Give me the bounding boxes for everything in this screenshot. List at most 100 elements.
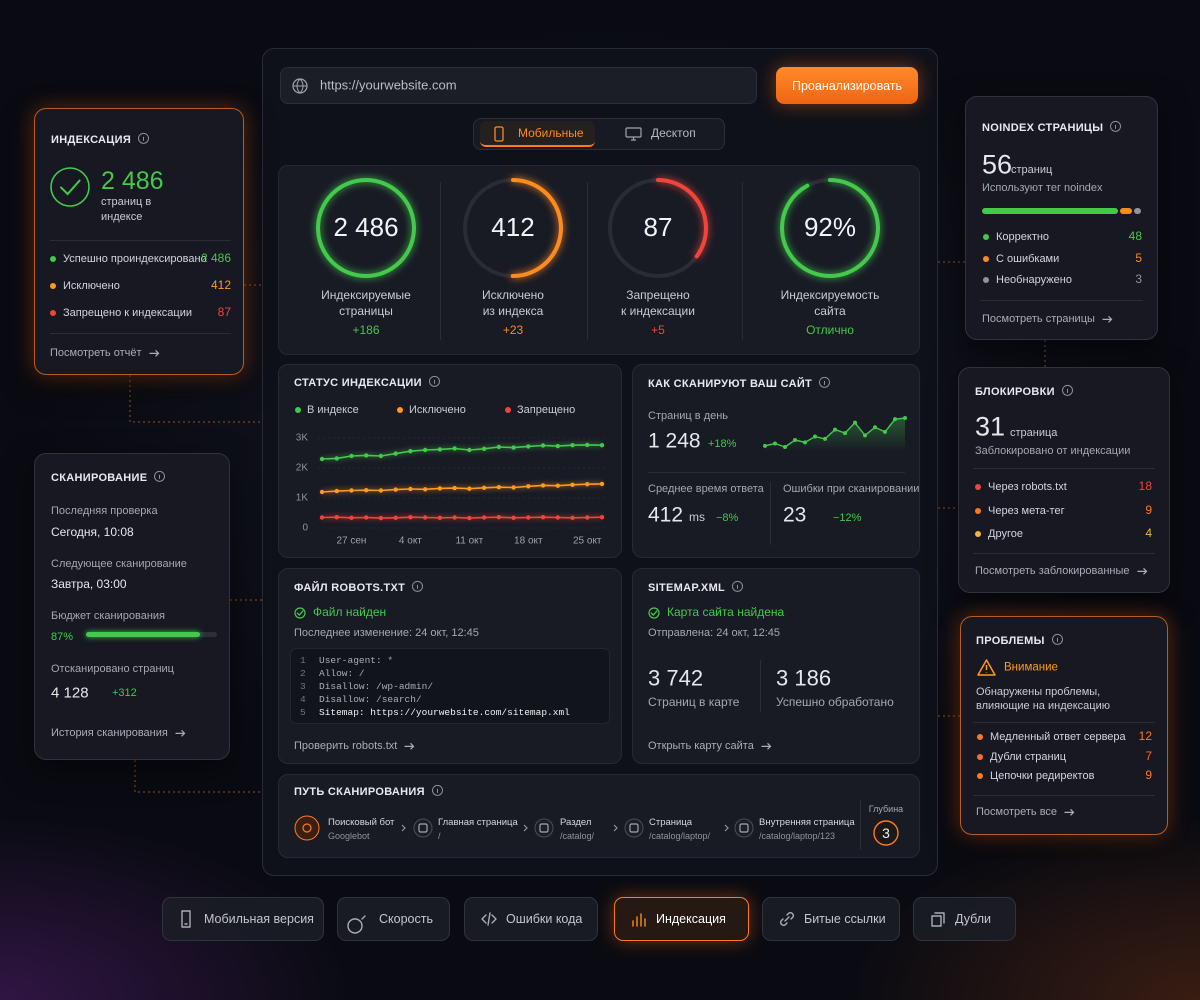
nav-label[interactable]: Мобильная версия [204,911,314,926]
nav-label[interactable]: Скорость [379,911,433,926]
step-icon [294,815,320,841]
analyze-button-text[interactable]: Проанализировать [791,78,903,93]
title-text: ФАЙЛ ROBOTS.TXT [294,581,406,594]
divider [587,182,588,340]
link-text: Посмотреть страницы [982,312,1095,325]
series-point [378,515,384,521]
arrow [1137,567,1147,575]
nav-label[interactable]: Индексация [656,911,726,926]
nav-glyph [632,913,646,927]
series-point [452,515,457,520]
step-glyph [418,823,428,833]
scan-card [34,453,230,760]
step-glyph [302,823,312,833]
info-icon [412,580,424,592]
step-circle [734,818,754,838]
link[interactable]: Проверить robots.txt [294,739,415,753]
step-title: Поисковый бот [328,816,395,828]
sparkline-point [793,438,797,443]
panel-title: NOINDEX СТРАНИЦЫ [982,120,1122,135]
nav-label[interactable]: Дубли [955,911,992,926]
card-unit: страница [1010,426,1058,439]
nav-label[interactable]: Ошибки кода [506,911,583,926]
device-tab[interactable]: Десктоп [651,126,696,141]
check-icon [50,167,90,207]
divider [50,333,231,334]
nav-label[interactable]: Битые ссылки [804,911,886,926]
stat-unit: ms [689,510,705,525]
divider [860,800,861,850]
series-point [408,449,413,454]
series-point [570,515,575,520]
stat-label: Ошибки при сканировании [783,482,920,495]
divider [980,300,1143,301]
step-icon [534,818,554,838]
nav-button[interactable] [162,897,324,941]
phone-icon [494,126,504,142]
step-icon [734,818,754,838]
series-point [526,484,531,489]
title-text: КАК СКАНИРУЮТ ВАШ САЙТ [648,377,813,390]
line-chart [318,437,606,529]
nav-icon [931,912,945,927]
series-point [452,485,457,491]
nav-button[interactable] [913,897,1016,941]
device-tab[interactable]: Мобильные [518,126,584,141]
connector [134,760,262,793]
link-text: Открыть карту сайта [648,739,754,752]
series-point [467,486,472,491]
step-sub: Googlebot [328,831,370,842]
x-tick-label: 27 сен [336,535,367,547]
series-point [349,488,354,493]
series-point [526,515,531,520]
chevron [401,824,406,832]
status-dot [975,531,981,537]
link[interactable]: Посмотреть отчёт [50,346,160,360]
status-dot [975,484,981,490]
line-number: 2 [300,667,306,679]
info-icon [428,375,440,387]
stat-label: Страниц в день [648,409,729,422]
divider [760,660,761,712]
series-point [408,515,413,520]
y-tick-label: 1K [295,492,308,504]
warning-icon [977,659,996,676]
field-label: Следующее сканирование [51,557,187,570]
series-point [378,453,384,459]
series-point [334,515,339,520]
link[interactable]: История сканирования [51,726,186,740]
link[interactable]: Открыть карту сайта [648,739,772,753]
device-tab-active[interactable] [480,121,595,147]
stat-value: 23 [783,503,807,527]
nav-button[interactable] [464,897,598,941]
code-box [290,648,610,724]
depth-value: 3 [882,824,890,841]
check-mark [296,610,304,617]
sparkline-point [903,416,907,420]
sparkline-point [863,433,867,438]
url-text: https://yourwebsite.com [320,77,457,93]
check-circle [50,167,90,207]
link[interactable]: Посмотреть страницы [982,312,1113,326]
legend-label: Исключено [409,403,466,416]
line-number: 1 [300,654,306,666]
code-line: Disallow: /search/ [319,693,422,705]
nav-icon [181,910,191,928]
nav-button[interactable] [762,897,900,941]
legend-dot [295,407,301,413]
status-dot [977,773,983,779]
url-bar[interactable] [280,67,757,104]
panel-title: ФАЙЛ ROBOTS.TXT [294,580,424,595]
series-point [393,487,398,492]
status-dot [50,283,56,289]
modified-text: Последнее изменение: 24 окт, 12:45 [294,626,479,639]
stat-value: 1 248 [648,429,701,453]
analyze-button[interactable] [776,67,918,104]
series-point [496,485,502,490]
link[interactable]: Посмотреть все [976,805,1075,819]
link[interactable]: Посмотреть заблокированные [975,564,1148,578]
series-point [599,481,605,487]
series-point [334,488,339,494]
row-label: Цепочки редиректов [990,769,1095,782]
